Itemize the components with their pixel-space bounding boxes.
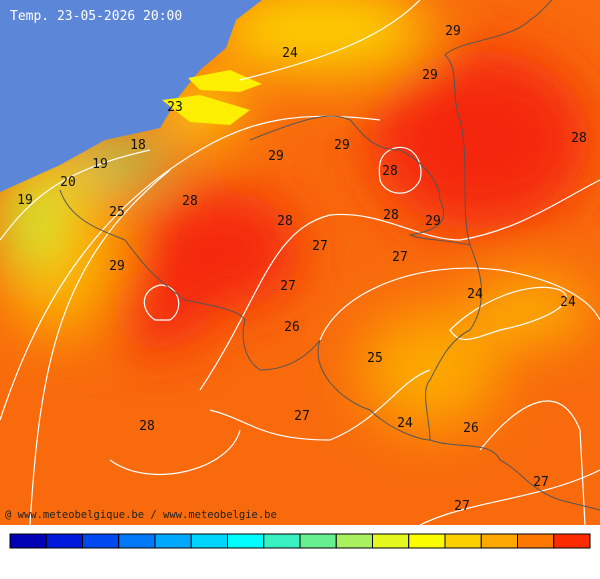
isotherms (0, 0, 600, 525)
temperature-label: 28 (182, 194, 198, 209)
temperature-label: 27 (454, 499, 470, 514)
colorbar-cell (335, 533, 373, 549)
temperature-label: 28 (571, 131, 587, 146)
temperature-label: 24 (282, 46, 298, 61)
colorbar-cell (480, 533, 518, 549)
temperature-label: 26 (463, 421, 479, 436)
temperature-label: 27 (294, 409, 310, 424)
colorbar-cell (118, 533, 156, 549)
temperature-label: 20 (60, 175, 76, 190)
temperature-label: 29 (445, 24, 461, 39)
temperature-label: 27 (312, 239, 328, 254)
temperature-label: 27 (280, 279, 296, 294)
map-title: Temp. 23-05-2026 20:00 (10, 9, 182, 24)
temperature-label: 27 (533, 475, 549, 490)
colorbar-cell (9, 533, 47, 549)
colorbar-cell (408, 533, 446, 549)
colorbar-cell (372, 533, 410, 549)
temperature-field (0, 0, 600, 525)
temperature-label: 18 (130, 138, 146, 153)
temperature-label: 29 (422, 68, 438, 83)
temperature-label: 29 (334, 138, 350, 153)
temperature-label: 24 (560, 295, 576, 310)
temperature-label: 24 (467, 287, 483, 302)
temperature-label: 28 (277, 214, 293, 229)
colorbar-cell (263, 533, 301, 549)
temperature-label: 28 (382, 164, 398, 179)
temperature-label: 25 (109, 205, 125, 220)
temperature-label: 29 (109, 259, 125, 274)
sea (0, 0, 262, 192)
colorbar-cell (82, 533, 120, 549)
temperature-label: 27 (392, 250, 408, 265)
colorbar-cell (517, 533, 555, 549)
colorbar-cell (227, 533, 265, 549)
colorbar-cell (45, 533, 83, 549)
temperature-label: 25 (367, 351, 383, 366)
temperature-label: 19 (92, 157, 108, 172)
borders (59, 0, 600, 511)
colorbar-cell (299, 533, 337, 549)
temperature-label: 19 (17, 193, 33, 208)
colorbar-cell (444, 533, 482, 549)
temperature-label: 26 (284, 320, 300, 335)
temperature-label: 28 (139, 419, 155, 434)
temperature-label: 24 (397, 416, 413, 431)
temperature-label: 29 (268, 149, 284, 164)
colorbar-cell (154, 533, 192, 549)
temperature-label: 23 (167, 100, 183, 115)
colorbar-cell (553, 533, 591, 549)
credit: @ www.meteobelgique.be / www.meteobelgie… (5, 509, 277, 521)
temperature-label: 29 (425, 214, 441, 229)
colorbar-cell (190, 533, 228, 549)
temperature-label: 28 (383, 208, 399, 223)
